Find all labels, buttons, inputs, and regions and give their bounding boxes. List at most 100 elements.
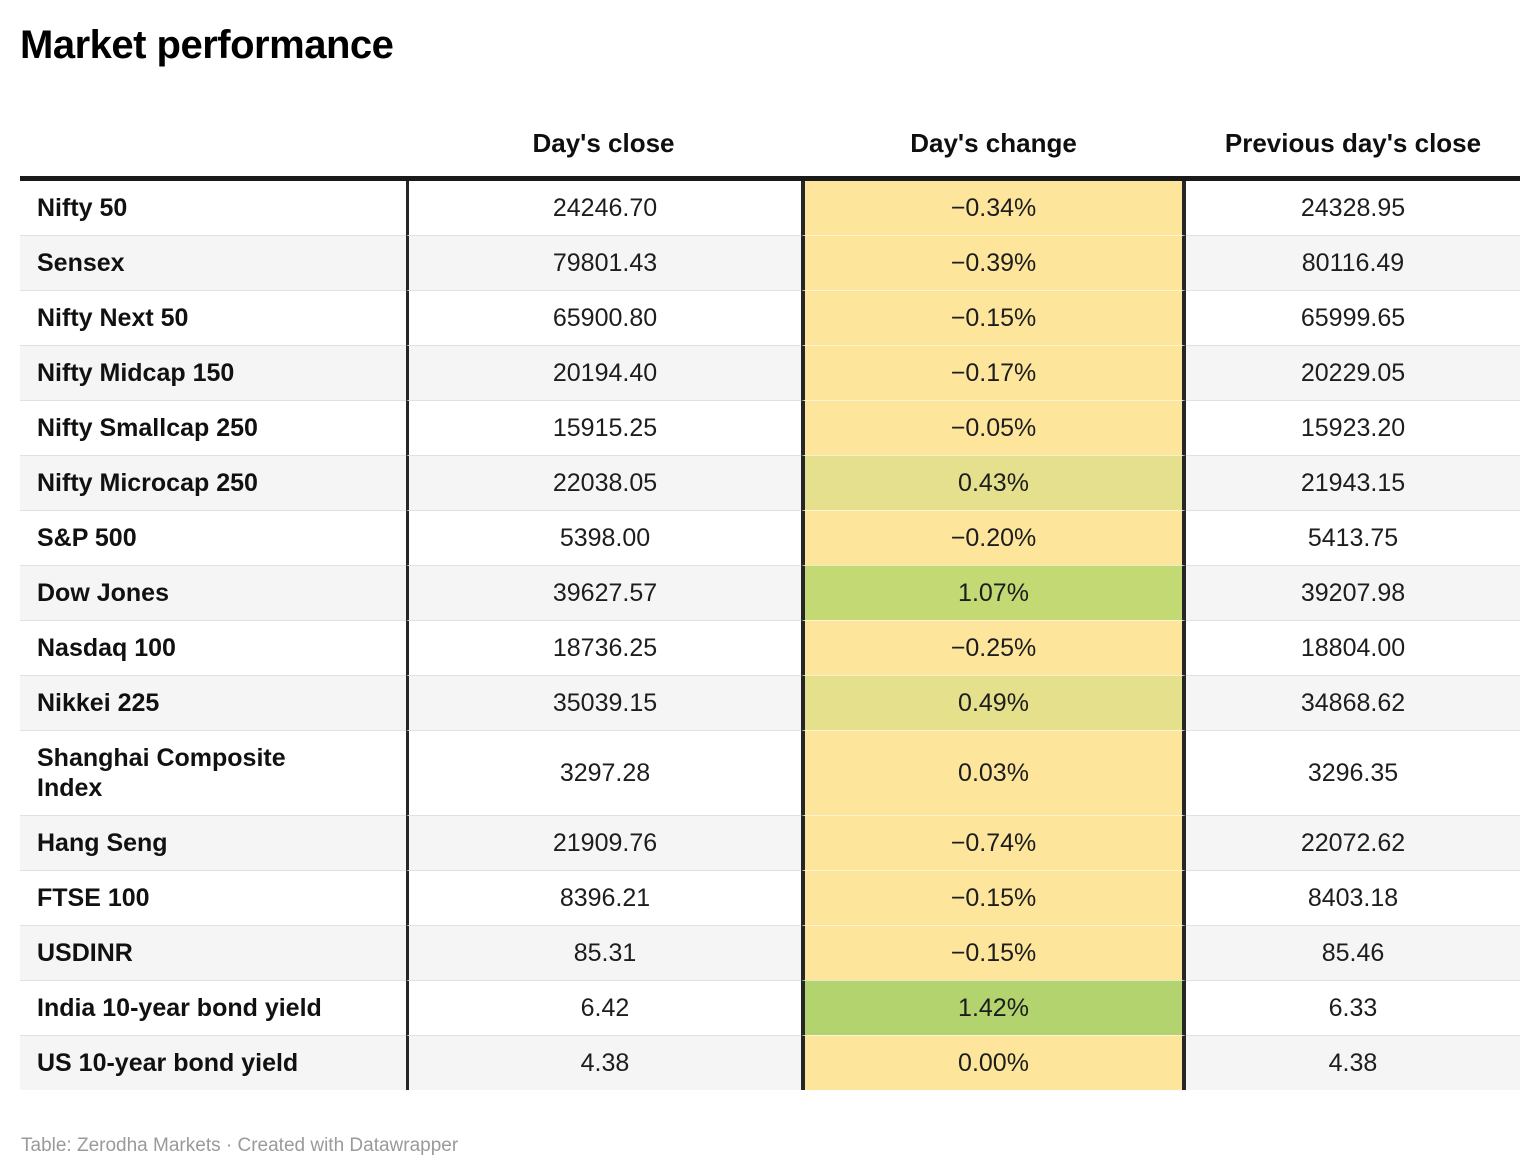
table-row: Nifty Next 50 65900.80 −0.15% 65999.65 bbox=[20, 290, 1520, 345]
days-change-cell: −0.34% bbox=[801, 181, 1186, 235]
table-row: FTSE 100 8396.21 −0.15% 8403.18 bbox=[20, 870, 1520, 925]
days-change-cell: −0.15% bbox=[801, 290, 1186, 345]
days-close-cell: 18736.25 bbox=[406, 620, 801, 675]
days-close-cell: 35039.15 bbox=[406, 675, 801, 730]
table-row: Nifty Microcap 250 22038.05 0.43% 21943.… bbox=[20, 455, 1520, 510]
row-label-cell: Nikkei 225 bbox=[20, 675, 406, 730]
row-label: Nifty 50 bbox=[37, 194, 128, 222]
previous-days-close-cell: 22072.62 bbox=[1186, 815, 1520, 870]
days-change-cell: 0.43% bbox=[801, 455, 1186, 510]
row-label-cell: Dow Jones bbox=[20, 565, 406, 620]
days-change-cell: 0.00% bbox=[801, 1035, 1186, 1090]
table-row: Sensex 79801.43 −0.39% 80116.49 bbox=[20, 235, 1520, 290]
row-label-cell: US 10-year bond yield bbox=[20, 1035, 406, 1090]
row-label: Shanghai Composite Index bbox=[37, 744, 286, 802]
row-label-cell: Nifty Midcap 150 bbox=[20, 345, 406, 400]
row-label-cell: Nifty Next 50 bbox=[20, 290, 406, 345]
days-close-cell: 6.42 bbox=[406, 980, 801, 1035]
days-close-cell: 85.31 bbox=[406, 925, 801, 980]
table-row: US 10-year bond yield 4.38 0.00% 4.38 bbox=[20, 1035, 1520, 1090]
row-label-cell: Nifty Smallcap 250 bbox=[20, 400, 406, 455]
previous-days-close-cell: 24328.95 bbox=[1300, 194, 1406, 222]
days-change-cell: 1.42% bbox=[801, 980, 1186, 1035]
row-label: Nifty Microcap 250 bbox=[37, 469, 258, 497]
row-label: S&P 500 bbox=[37, 524, 137, 552]
days-change-cell: −0.15% bbox=[801, 925, 1186, 980]
row-label-cell: India 10-year bond yield bbox=[20, 980, 406, 1035]
header-days-close: Day's close bbox=[532, 128, 675, 158]
previous-days-close-cell: 8403.18 bbox=[1186, 870, 1520, 925]
days-close-cell: 20194.40 bbox=[406, 345, 801, 400]
table-row: S&P 500 5398.00 −0.20% 5413.75 bbox=[20, 510, 1520, 565]
days-close-cell: 4.38 bbox=[406, 1035, 801, 1090]
previous-days-close-cell: 6.33 bbox=[1186, 980, 1520, 1035]
row-label-cell: Nasdaq 100 bbox=[20, 620, 406, 675]
previous-days-close-cell: 15923.20 bbox=[1186, 400, 1520, 455]
table-row: Hang Seng 21909.76 −0.74% 22072.62 bbox=[20, 815, 1520, 870]
row-label-cell: Nifty Microcap 250 bbox=[20, 455, 406, 510]
days-close-cell: 24246.70 bbox=[406, 181, 801, 235]
table-row: Nifty 50 24246.70 −0.34% 24328.95 bbox=[20, 181, 1520, 235]
row-label-cell: USDINR bbox=[20, 925, 406, 980]
row-label: Nifty Next 50 bbox=[37, 304, 189, 332]
days-change-cell: −0.15% bbox=[801, 870, 1186, 925]
previous-days-close-cell: 20229.05 bbox=[1186, 345, 1520, 400]
table-body: Nifty 50 24246.70 −0.34% 24328.95 Sensex… bbox=[20, 176, 1520, 1090]
table-row: Shanghai Composite Index 3297.28 0.03% 3… bbox=[20, 730, 1520, 815]
days-change-cell: 0.49% bbox=[801, 675, 1186, 730]
row-label: Nifty Midcap 150 bbox=[37, 359, 235, 387]
row-label: Hang Seng bbox=[37, 829, 168, 857]
table-row: Dow Jones 39627.57 1.07% 39207.98 bbox=[20, 565, 1520, 620]
previous-days-close-cell: 21943.15 bbox=[1186, 455, 1520, 510]
days-close-cell: 22038.05 bbox=[406, 455, 801, 510]
row-label: US 10-year bond yield bbox=[37, 1049, 299, 1077]
row-label-cell: Shanghai Composite Index bbox=[20, 730, 406, 815]
header-days-change: Day's change bbox=[910, 128, 1077, 158]
days-close-cell: 21909.76 bbox=[406, 815, 801, 870]
days-change-cell: −0.20% bbox=[801, 510, 1186, 565]
previous-days-close-cell: 80116.49 bbox=[1186, 235, 1520, 290]
days-close-cell: 39627.57 bbox=[406, 565, 801, 620]
row-label: USDINR bbox=[37, 939, 133, 967]
row-label: Nasdaq 100 bbox=[37, 634, 176, 662]
previous-days-close-cell: 5413.75 bbox=[1186, 510, 1520, 565]
table-row: Nikkei 225 35039.15 0.49% 34868.62 bbox=[20, 675, 1520, 730]
table-header-row: Day's close Day's change Previous day's … bbox=[20, 128, 1520, 176]
row-label-cell: FTSE 100 bbox=[20, 870, 406, 925]
days-close-cell: 5398.00 bbox=[406, 510, 801, 565]
days-close-cell: 65900.80 bbox=[406, 290, 801, 345]
previous-days-close-cell: 34868.62 bbox=[1186, 675, 1520, 730]
previous-days-close-cell: 3296.35 bbox=[1186, 730, 1520, 815]
previous-days-close-cell: 85.46 bbox=[1186, 925, 1520, 980]
days-change-cell: −0.05% bbox=[801, 400, 1186, 455]
days-change-cell: −0.25% bbox=[801, 620, 1186, 675]
row-label: FTSE 100 bbox=[37, 884, 150, 912]
header-previous-days-close: Previous day's close bbox=[1224, 128, 1482, 158]
days-change-cell: −0.74% bbox=[801, 815, 1186, 870]
table-row: USDINR 85.31 −0.15% 85.46 bbox=[20, 925, 1520, 980]
row-label-cell: Nifty 50 bbox=[20, 181, 406, 235]
table-row: Nifty Smallcap 250 15915.25 −0.05% 15923… bbox=[20, 400, 1520, 455]
row-label-cell: Sensex bbox=[20, 235, 406, 290]
page-title: Market performance bbox=[20, 23, 394, 67]
days-close-cell: 8396.21 bbox=[406, 870, 801, 925]
days-change-cell: 0.03% bbox=[801, 730, 1186, 815]
days-change-cell: −0.17% bbox=[801, 345, 1186, 400]
table-row: Nifty Midcap 150 20194.40 −0.17% 20229.0… bbox=[20, 345, 1520, 400]
previous-days-close-cell: 65999.65 bbox=[1186, 290, 1520, 345]
row-label: India 10-year bond yield bbox=[37, 994, 322, 1022]
previous-days-close-cell: 39207.98 bbox=[1186, 565, 1520, 620]
row-label: Nikkei 225 bbox=[37, 689, 160, 717]
row-label: Nifty Smallcap 250 bbox=[37, 414, 258, 442]
days-change-cell: −0.39% bbox=[801, 235, 1186, 290]
row-label-cell: S&P 500 bbox=[20, 510, 406, 565]
days-close-cell: 15915.25 bbox=[406, 400, 801, 455]
table-row: India 10-year bond yield 6.42 1.42% 6.33 bbox=[20, 980, 1520, 1035]
previous-days-close-cell: 4.38 bbox=[1186, 1035, 1520, 1090]
row-label: Dow Jones bbox=[37, 579, 169, 607]
row-label: Sensex bbox=[37, 249, 125, 277]
days-close-cell: 79801.43 bbox=[406, 235, 801, 290]
header-spacer bbox=[20, 158, 406, 176]
days-close-cell: 3297.28 bbox=[406, 730, 801, 815]
